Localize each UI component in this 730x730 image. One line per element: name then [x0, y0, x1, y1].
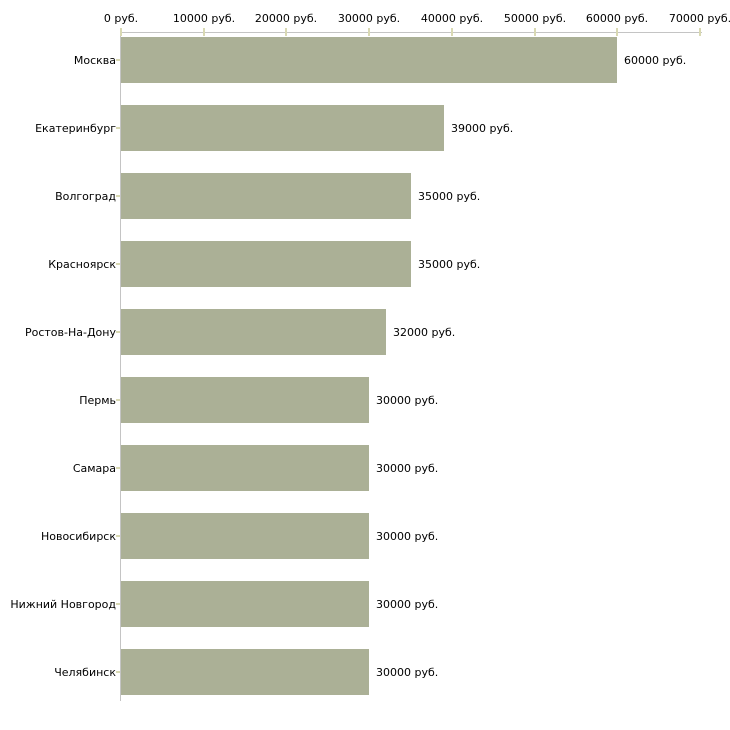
x-axis-tick-label: 20000 руб.	[254, 12, 318, 25]
x-axis-tick	[120, 28, 122, 36]
category-tick	[116, 127, 120, 129]
x-axis-tick	[451, 28, 453, 36]
bar	[121, 581, 369, 627]
value-label: 30000 руб.	[376, 597, 439, 611]
category-label: Новосибирск	[40, 529, 116, 543]
x-axis-tick-label: 40000 руб.	[420, 12, 484, 25]
x-axis-tick	[699, 28, 701, 36]
x-axis-line	[120, 32, 702, 33]
category-tick	[116, 195, 120, 197]
value-label: 32000 руб.	[393, 325, 456, 339]
category-tick	[116, 331, 120, 333]
category-tick	[116, 535, 120, 537]
value-label: 30000 руб.	[376, 393, 439, 407]
category-label: Челябинск	[54, 665, 116, 679]
value-label: 30000 руб.	[376, 665, 439, 679]
category-label: Екатеринбург	[35, 121, 116, 135]
category-label: Ростов-На-Дону	[24, 325, 116, 339]
x-axis-tick-label: 10000 руб.	[172, 12, 236, 25]
bar	[121, 445, 369, 491]
x-axis-tick-label: 60000 руб.	[585, 12, 649, 25]
x-axis-tick-label: 70000 руб.	[668, 12, 730, 25]
category-label: Пермь	[79, 393, 116, 407]
x-axis-tick-label: 0 руб.	[103, 12, 139, 25]
x-axis-tick	[368, 28, 370, 36]
value-label: 35000 руб.	[418, 257, 481, 271]
category-tick	[116, 603, 120, 605]
value-label: 39000 руб.	[451, 121, 514, 135]
x-axis-tick	[285, 28, 287, 36]
x-axis-tick	[616, 28, 618, 36]
value-label: 35000 руб.	[418, 189, 481, 203]
bar	[121, 105, 444, 151]
bar	[121, 377, 369, 423]
category-tick	[116, 59, 120, 61]
bar	[121, 37, 617, 83]
x-axis-tick	[534, 28, 536, 36]
category-label: Нижний Новгород	[10, 597, 116, 611]
category-label: Волгоград	[55, 189, 116, 203]
category-tick	[116, 263, 120, 265]
bar	[121, 241, 411, 287]
x-axis-tick-label: 50000 руб.	[503, 12, 567, 25]
bar	[121, 513, 369, 559]
bar	[121, 649, 369, 695]
value-label: 30000 руб.	[376, 461, 439, 475]
category-tick	[116, 671, 120, 673]
x-axis-tick	[203, 28, 205, 36]
bar	[121, 309, 386, 355]
y-axis-line	[120, 32, 121, 701]
category-label: Москва	[73, 53, 116, 67]
value-label: 30000 руб.	[376, 529, 439, 543]
bar	[121, 173, 411, 219]
value-label: 60000 руб.	[624, 53, 687, 67]
category-tick	[116, 467, 120, 469]
category-tick	[116, 399, 120, 401]
category-label: Самара	[72, 461, 116, 475]
x-axis-tick-label: 30000 руб.	[337, 12, 401, 25]
category-label: Красноярск	[48, 257, 116, 271]
